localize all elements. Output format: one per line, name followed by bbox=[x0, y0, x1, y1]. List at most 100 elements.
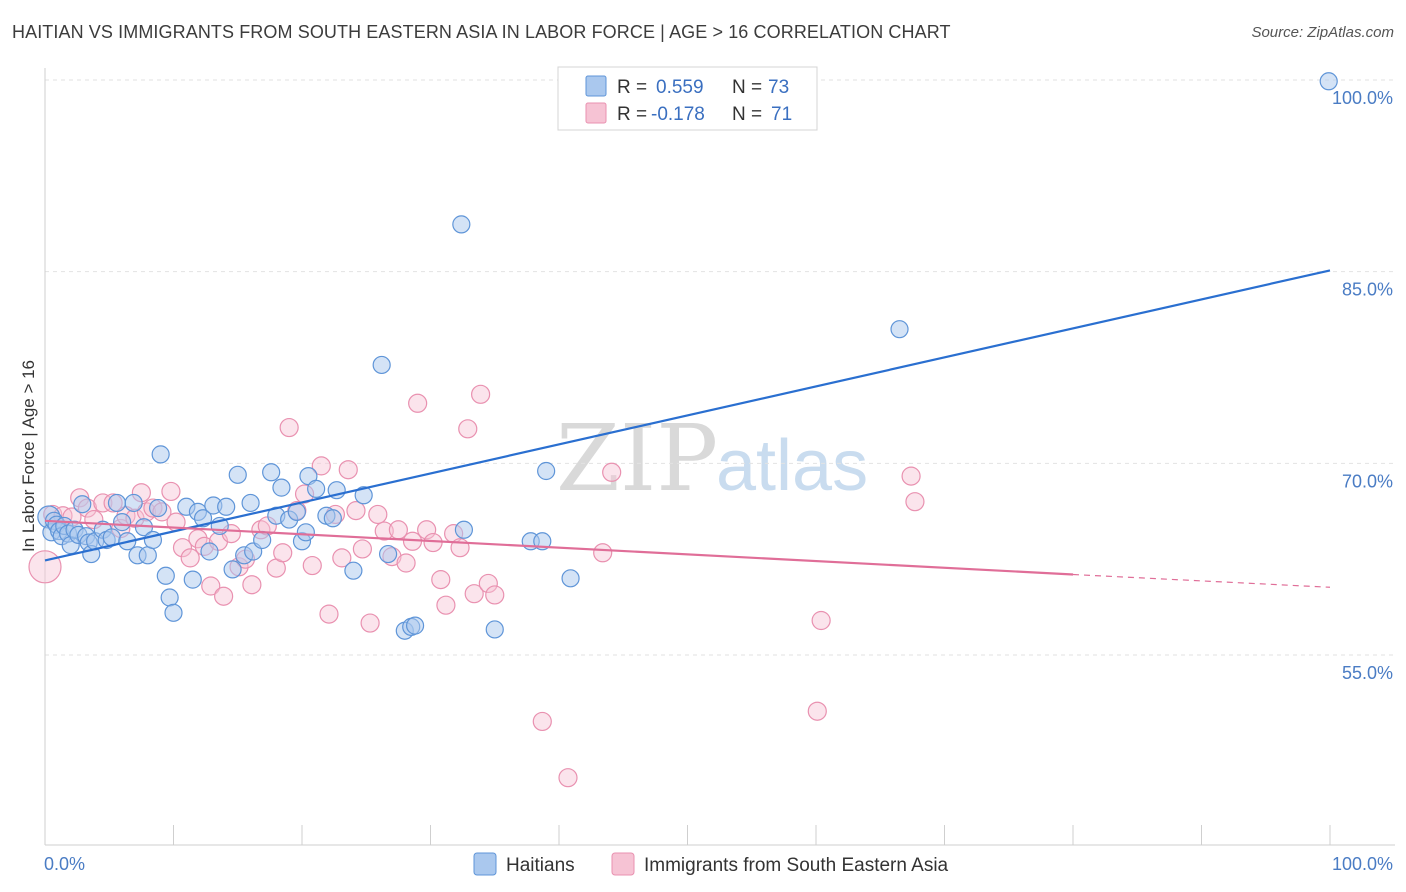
immigrants-point bbox=[360, 613, 380, 633]
haitians-point bbox=[323, 509, 342, 528]
immigrants-point bbox=[464, 584, 484, 604]
immigrants-point bbox=[431, 570, 451, 590]
haitians-point bbox=[372, 355, 391, 375]
immigrants-point bbox=[273, 543, 293, 563]
immigrants-point bbox=[368, 504, 388, 525]
trend-lines bbox=[44, 269, 1331, 588]
immigrants-point bbox=[319, 604, 339, 624]
immigrants-point bbox=[311, 456, 331, 476]
legend-n-label-2: N = bbox=[732, 104, 762, 125]
legend-r-value-1: 0.559 bbox=[656, 77, 704, 98]
haitians-point bbox=[193, 509, 213, 528]
legend-r-label-1: R = bbox=[617, 77, 647, 98]
bottom-legend-label-immigrants: Immigrants from South Eastern Asia bbox=[644, 855, 949, 876]
haitians-point bbox=[164, 603, 183, 622]
immigrants-point bbox=[338, 460, 358, 480]
haitians-point bbox=[452, 215, 471, 234]
immigrants-point bbox=[396, 553, 416, 573]
legend-swatch-haitians bbox=[585, 75, 607, 97]
haitians-point bbox=[223, 560, 242, 579]
immigrants-point bbox=[214, 586, 234, 606]
haitians-point bbox=[228, 465, 247, 484]
haitians-point bbox=[160, 588, 179, 607]
haitians-point bbox=[378, 544, 398, 564]
immigrants-point bbox=[478, 573, 498, 594]
legend-r-value-2: -0.178 bbox=[651, 104, 705, 125]
haitians-point bbox=[217, 497, 236, 516]
bottom-legend-swatch-haitians bbox=[473, 852, 497, 876]
immigrants-point bbox=[332, 548, 352, 568]
haitians-point bbox=[454, 520, 474, 539]
watermark-atlas: atlas bbox=[716, 426, 868, 506]
legend-n-value-1: 73 bbox=[768, 77, 789, 98]
immigrants-point bbox=[485, 585, 505, 605]
immigrants-point bbox=[172, 538, 193, 558]
legend-swatch-immigrants bbox=[585, 102, 607, 124]
immigrants-point bbox=[423, 532, 443, 553]
immigrants-point bbox=[28, 550, 62, 584]
haitians-point bbox=[112, 513, 132, 532]
chart-title: HAITIAN VS IMMIGRANTS FROM SOUTH EASTERN… bbox=[12, 22, 951, 42]
immigrants-point bbox=[408, 393, 428, 413]
immigrants-point bbox=[352, 539, 372, 559]
haitians-point bbox=[183, 570, 202, 589]
y-tick-label-3: 100.0% bbox=[1332, 88, 1393, 108]
immigrants-point bbox=[471, 384, 491, 404]
immigrants-point bbox=[374, 521, 394, 541]
haitians-point bbox=[1319, 72, 1338, 91]
bottom-legend-label-haitians: Haitians bbox=[506, 855, 575, 876]
haitians-point bbox=[485, 620, 504, 639]
haitians-point bbox=[151, 445, 170, 464]
haitians-point bbox=[107, 493, 127, 513]
haitians-point bbox=[307, 479, 326, 498]
haitians-series-points bbox=[37, 72, 1338, 640]
immigrants-point bbox=[558, 768, 578, 788]
haitians-point bbox=[344, 561, 363, 580]
haitians-point bbox=[241, 493, 260, 513]
x-tick-label-1: 100.0% bbox=[1332, 854, 1393, 874]
immigrants-point bbox=[458, 419, 478, 439]
axes bbox=[44, 68, 1395, 846]
haitians-point bbox=[272, 478, 291, 497]
watermark-zip: ZIP bbox=[556, 405, 718, 512]
immigrants-point bbox=[201, 576, 221, 596]
y-tick-label-2: 85.0% bbox=[1342, 280, 1393, 300]
immigrants-point bbox=[811, 610, 831, 631]
haitians-point bbox=[200, 542, 219, 561]
haitians-point bbox=[156, 566, 175, 585]
immigrants-point bbox=[346, 501, 366, 521]
y-tick-label-0: 55.0% bbox=[1342, 663, 1393, 683]
haitians-point bbox=[354, 486, 373, 505]
haitians-point bbox=[296, 523, 315, 542]
y-axis-label: In Labor Force | Age > 16 bbox=[19, 360, 38, 552]
x-tick-labels: 0.0% 100.0% bbox=[44, 854, 1393, 874]
haitians-point bbox=[148, 498, 168, 518]
x-tick-label-0: 0.0% bbox=[44, 854, 85, 874]
haitians-point bbox=[124, 493, 143, 513]
haitians-point bbox=[262, 463, 281, 482]
haitians-point bbox=[73, 495, 92, 514]
immigrants-point bbox=[161, 481, 181, 502]
immigrants-point bbox=[279, 417, 299, 438]
immigrants-point bbox=[905, 492, 925, 512]
immigrants-point bbox=[302, 555, 322, 576]
haitians-point bbox=[253, 530, 272, 550]
immigrants-trend-line bbox=[44, 519, 1074, 576]
immigrants-point bbox=[532, 711, 552, 732]
immigrants-point bbox=[180, 548, 200, 568]
stats-legend: R = 0.559 N = 73 R = -0.178 N = 71 bbox=[557, 66, 818, 131]
immigrants-point bbox=[901, 466, 921, 486]
y-tick-labels: 55.0% 70.0% 85.0% 100.0% bbox=[1332, 88, 1393, 683]
y-tick-label-1: 70.0% bbox=[1342, 471, 1393, 491]
immigrants-point bbox=[602, 462, 622, 482]
source-credit: Source: ZipAtlas.com bbox=[1251, 24, 1394, 41]
immigrants-point bbox=[593, 543, 613, 563]
legend-n-value-2: 71 bbox=[771, 104, 792, 125]
haitians-point bbox=[138, 546, 157, 565]
legend-n-label-1: N = bbox=[732, 77, 762, 98]
haitians-point bbox=[890, 320, 909, 339]
haitians-point bbox=[561, 569, 580, 588]
immigrants-point bbox=[436, 595, 456, 615]
series-legend: Haitians Immigrants from South Eastern A… bbox=[473, 852, 949, 876]
